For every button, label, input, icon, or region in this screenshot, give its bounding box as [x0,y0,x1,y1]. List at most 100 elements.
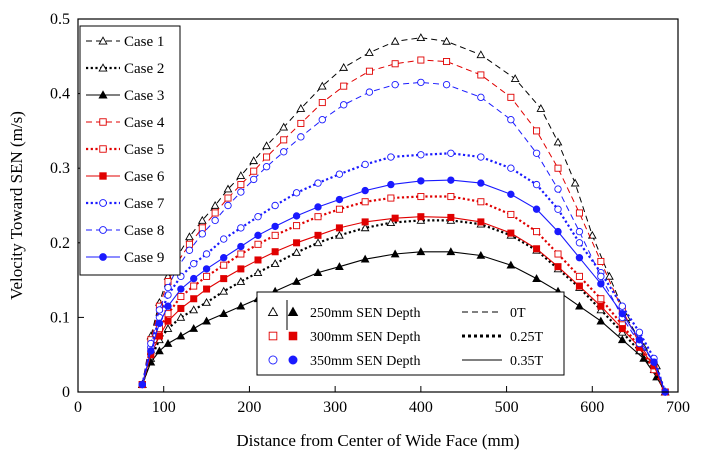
series-line [141,216,666,393]
data-point [391,60,399,68]
y-tick-label: 0 [62,384,70,401]
data-point [293,222,301,230]
legend-entry: Case 8 [86,223,164,239]
data-point [533,127,541,135]
plot-frame [77,18,679,393]
data-point [390,36,400,45]
data-point [189,305,199,314]
data-point [417,56,425,64]
data-point [335,170,344,178]
data-point [386,218,396,226]
data-point [361,218,369,226]
data-point [477,93,485,102]
series-line [141,179,666,393]
data-point [164,302,172,310]
data-point [313,268,323,276]
legend-filled-marker [288,355,298,365]
legend-marker [98,36,108,45]
data-point [237,181,245,189]
legend-open-marker [268,355,278,365]
data-point [510,74,520,83]
data-point [443,58,451,66]
data-point [270,259,280,268]
data-point [223,184,233,193]
data-point [237,250,245,258]
data-point [190,295,198,303]
data-point [262,163,271,171]
data-point [314,213,322,221]
data-point [335,262,344,271]
y-tick-label: 0.1 [50,309,70,326]
data-point [575,282,583,290]
data-point [447,193,455,201]
data-point [442,80,451,89]
data-point [533,245,541,253]
legend-marker [99,172,107,180]
legend-label: Case 8 [124,223,164,239]
data-point [271,222,279,231]
data-point [163,338,173,347]
data-point [237,224,245,232]
data-point [198,224,206,232]
legend-label: Case 1 [124,34,164,50]
data-point [155,319,164,328]
data-point [635,328,644,337]
legend-entry: Case 2 [86,61,164,77]
data-point [554,164,562,172]
data-point [237,265,245,273]
data-point [417,193,425,201]
data-point [575,254,584,262]
case-legend: Case 1 Case 2 Case 3 Case 4 Case 5 Case 6 Case… [79,25,181,276]
legend-marker [98,63,108,72]
data-point [271,231,279,239]
data-point [249,156,259,165]
sen-depth-label: 300mm SEN Depth [310,330,420,345]
data-point [587,230,597,239]
data-point [554,250,562,258]
data-point [236,171,246,179]
series-line [141,251,666,393]
x-tick-label: 0 [74,399,82,416]
data-point [340,101,348,109]
data-point [176,312,186,321]
data-point [185,240,193,248]
data-point [164,317,172,325]
legend-marker [99,253,107,261]
data-point [318,116,326,124]
legend-label: Case 7 [124,196,165,212]
data-point [190,282,198,290]
data-point [365,67,373,75]
data-point [314,179,322,187]
data-point [536,103,546,112]
data-point [391,214,399,222]
data-point [596,316,606,325]
data-point [237,188,245,196]
data-point [360,223,370,232]
data-point [575,227,584,236]
data-point [211,209,219,217]
x-tick-label: 500 [495,399,519,416]
data-point [477,198,485,206]
y-tick-label: 0.4 [50,86,70,103]
data-point [507,229,515,237]
data-point [317,81,327,90]
legend-label: Case 6 [124,169,165,185]
sen-legend-box [256,291,565,376]
data-point [532,180,541,189]
data-point [417,213,425,221]
data-point [318,99,326,107]
data-point [177,285,185,293]
data-point [339,62,349,71]
data-point [190,259,198,268]
data-point [224,194,232,202]
legend-filled-marker [288,331,298,341]
data-point [263,153,271,161]
data-point [202,250,211,258]
data-point [314,203,322,211]
data-point [177,304,185,312]
data-point [293,239,301,247]
data-point [477,153,485,161]
data-point [335,230,344,239]
y-axis-label: Velocity Toward SEN (m/s) [7,111,26,300]
data-point [597,295,605,303]
